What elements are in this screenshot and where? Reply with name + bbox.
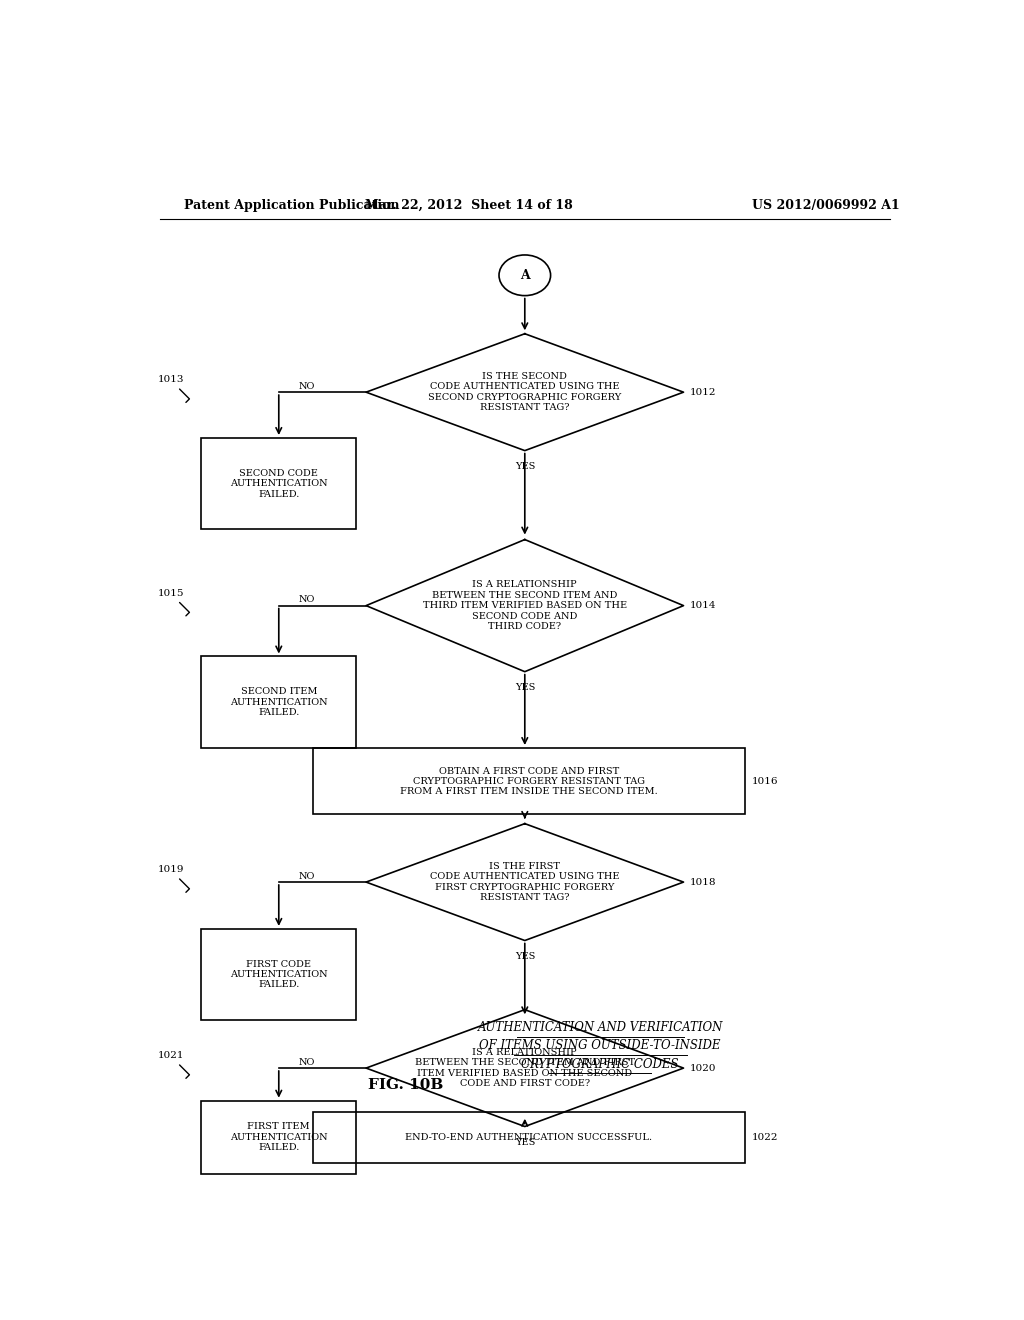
Text: 1021: 1021 bbox=[158, 1052, 184, 1060]
Text: FIRST ITEM
AUTHENTICATION
FAILED.: FIRST ITEM AUTHENTICATION FAILED. bbox=[230, 1122, 328, 1152]
Bar bbox=[202, 438, 356, 529]
Text: 1013: 1013 bbox=[158, 375, 184, 384]
Text: 1016: 1016 bbox=[752, 777, 778, 785]
Text: NO: NO bbox=[299, 873, 315, 880]
Text: 1012: 1012 bbox=[690, 388, 717, 397]
Bar bbox=[202, 656, 356, 748]
Text: IS THE SECOND
CODE AUTHENTICATED USING THE
SECOND CRYPTOGRAPHIC FORGERY
RESISTAN: IS THE SECOND CODE AUTHENTICATED USING T… bbox=[428, 372, 622, 412]
Text: YES: YES bbox=[515, 952, 535, 961]
Text: AUTHENTICATION AND VERIFICATION: AUTHENTICATION AND VERIFICATION bbox=[477, 1020, 723, 1034]
Text: 1018: 1018 bbox=[690, 878, 717, 887]
Text: CRYPTOGRAPHIC CODES: CRYPTOGRAPHIC CODES bbox=[521, 1057, 679, 1071]
Text: US 2012/0069992 A1: US 2012/0069992 A1 bbox=[753, 198, 900, 211]
Text: IS THE FIRST
CODE AUTHENTICATED USING THE
FIRST CRYPTOGRAPHIC FORGERY
RESISTANT : IS THE FIRST CODE AUTHENTICATED USING TH… bbox=[430, 862, 620, 902]
Text: SECOND ITEM
AUTHENTICATION
FAILED.: SECOND ITEM AUTHENTICATION FAILED. bbox=[230, 688, 328, 717]
Text: OBTAIN A FIRST CODE AND FIRST
CRYPTOGRAPHIC FORGERY RESISTANT TAG
FROM A FIRST I: OBTAIN A FIRST CODE AND FIRST CRYPTOGRAP… bbox=[400, 767, 657, 796]
Text: SECOND CODE
AUTHENTICATION
FAILED.: SECOND CODE AUTHENTICATION FAILED. bbox=[230, 469, 328, 499]
Text: A: A bbox=[520, 269, 529, 281]
Text: NO: NO bbox=[299, 1057, 315, 1067]
Bar bbox=[312, 1111, 745, 1163]
Text: END-TO-END AUTHENTICATION SUCCESSFUL.: END-TO-END AUTHENTICATION SUCCESSFUL. bbox=[406, 1133, 652, 1142]
Text: YES: YES bbox=[515, 462, 535, 471]
Text: NO: NO bbox=[299, 595, 315, 605]
Bar bbox=[312, 748, 745, 814]
Text: YES: YES bbox=[515, 1138, 535, 1147]
Text: Patent Application Publication: Patent Application Publication bbox=[183, 198, 399, 211]
Text: OF ITEMS USING OUTSIDE-TO-INSIDE: OF ITEMS USING OUTSIDE-TO-INSIDE bbox=[479, 1039, 721, 1052]
Text: YES: YES bbox=[515, 684, 535, 693]
Bar bbox=[202, 1101, 356, 1173]
Text: 1019: 1019 bbox=[158, 866, 184, 874]
Text: 1014: 1014 bbox=[690, 601, 717, 610]
Text: 1020: 1020 bbox=[690, 1064, 717, 1073]
Text: FIRST CODE
AUTHENTICATION
FAILED.: FIRST CODE AUTHENTICATION FAILED. bbox=[230, 960, 328, 990]
Text: NO: NO bbox=[299, 381, 315, 391]
Text: FIG. 10B: FIG. 10B bbox=[368, 1078, 443, 1093]
Text: IS A RELATIONSHIP
BETWEEN THE SECOND ITEM AND
THIRD ITEM VERIFIED BASED ON THE
S: IS A RELATIONSHIP BETWEEN THE SECOND ITE… bbox=[423, 581, 627, 631]
Text: 1022: 1022 bbox=[752, 1133, 778, 1142]
Text: Mar. 22, 2012  Sheet 14 of 18: Mar. 22, 2012 Sheet 14 of 18 bbox=[366, 198, 573, 211]
Text: 1015: 1015 bbox=[158, 589, 184, 598]
Text: IS A RELATIONSHIP
BETWEEN THE SECOND ITEM AND FIRST
ITEM VERIFIED BASED ON THE S: IS A RELATIONSHIP BETWEEN THE SECOND ITE… bbox=[415, 1048, 635, 1088]
Bar bbox=[202, 929, 356, 1020]
